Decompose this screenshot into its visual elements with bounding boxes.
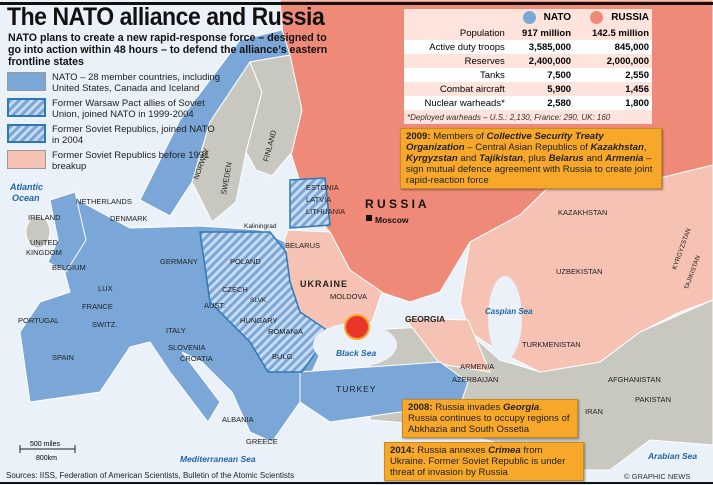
label-spain: SPAIN [52,353,74,362]
credit: © GRAPHIC NEWS [624,472,691,481]
label-black-sea: Black Sea [336,348,376,358]
callout-2009: 2009: Members of Collective Security Tre… [400,128,662,189]
subtitle: NATO plans to create a new rapid-respons… [8,32,328,68]
crimea-marker [344,314,370,340]
label-kazakhstan: KAZAKHSTAN [558,208,607,217]
russia-dot-icon [590,11,604,24]
label-portugal: PORTUGAL [18,316,59,325]
label-moscow: Moscow [375,215,409,225]
label-poland: POLAND [230,257,261,266]
caucasus [403,317,491,373]
label-kaliningrad: Kaliningrad [244,223,277,230]
top-rule [0,2,713,5]
callout-2008: 2008: Russia invades Georgia. Russia con… [402,399,578,438]
label-bulg: BULG. [272,352,295,361]
scale-miles: 500 miles [30,441,60,448]
legend-swatch [7,98,46,117]
label-atlantic: Atlantic [9,182,43,192]
scale-km: 800km [36,455,57,462]
label-armenia: ARMENIA [460,362,494,371]
moscow-marker [366,215,372,221]
table-row: Combat aircraft 5,900 1,456 [439,83,649,95]
label-pakistan: PAKISTAN [635,395,671,404]
label-france: FRANCE [82,302,113,311]
label-atlantic: Ocean [12,193,40,203]
callout-2014: 2014: Russia annexes Crimea from Ukraine… [384,442,584,481]
label-netherlands: NETHERLANDS [76,197,132,206]
label-slvk: SLVK [250,297,267,304]
label-turkey: TURKEY [336,384,376,394]
label-romania: ROMANIA [268,327,303,336]
bottom-rule [0,482,713,484]
label-denmark: DENMARK [110,214,148,223]
label-switz: SWITZ. [92,320,117,329]
label-turkmenistan: TURKMENISTAN [522,340,581,349]
label-estonia: ESTONIA [306,183,339,192]
label-arabian-sea: Arabian Sea [647,451,697,461]
label-russia: R U S S I A [365,197,427,211]
legend-label: Former Soviet Republics before 1991 brea… [52,150,210,172]
table-row: Active duty troops 3,585,000 845,000 [404,40,652,54]
black-sea [313,323,397,367]
label-lithuania: LITHUANIA [306,207,345,216]
label-ireland: IRELAND [28,213,61,222]
label-georgia: GEORGIA [405,314,445,324]
source-note: Sources: IISS, Federation of American Sc… [6,471,295,480]
table-footnote: *Deployed warheads – U.S.: 2,130, France… [407,112,611,122]
label-aust: AUST. [204,301,225,310]
label-mediterranean: Mediterranean Sea [180,454,256,464]
label-slovenia: SLOVENIA [168,343,206,352]
legend-item-warsaw-pact: Former Warsaw Pact allies of Soviet Unio… [7,98,222,124]
legend-item-former-soviet-nato: Former Soviet Republics, joined NATO in … [7,124,222,150]
header-nato: NATO [508,9,574,26]
legend-label: Former Warsaw Pact allies of Soviet Unio… [52,98,205,120]
ireland [25,215,51,249]
table-row: Population 917 million 142.5 million [459,27,649,39]
label-caspian-sea: Caspian Sea [485,307,533,316]
legend-item-nato: NATO – 28 member countries, including Un… [7,72,222,98]
label-belarus: BELARUS [285,241,320,250]
label-latvia: LATVIA [306,195,331,204]
label-afghanistan: AFGHANISTAN [608,375,661,384]
comparison-table: NATO RUSSIA Population 917 million 142.5 m… [404,9,652,124]
label-italy: ITALY [166,326,186,335]
label-croatia: CROATIA [180,354,213,363]
page-title: The NATO alliance and Russia [7,3,325,31]
caspian-sea [488,276,522,360]
label-lux: LUX [98,284,113,293]
header-russia: RUSSIA [574,9,652,26]
nato-dot-icon [522,11,536,24]
baltic-states [289,177,331,229]
legend-swatch [7,72,46,91]
table-row: Tanks 7,500 2,550 [404,68,652,82]
uk [47,191,87,273]
label-ukraine: UKRAINE [300,279,348,289]
label-germany: GERMANY [160,257,198,266]
label-iran: IRAN [585,407,603,416]
legend-label: NATO – 28 member countries, including Un… [52,72,221,94]
finland [245,54,303,177]
label-azerbaijan: AZERBAIJAN [452,375,498,384]
label-uk: UNITED [30,238,59,247]
legend-item-former-soviet: Former Soviet Republics before 1991 brea… [7,150,222,176]
label-greece: GREECE [246,437,278,446]
table-row: Nuclear warheads* 2,580 1,800 [404,96,652,110]
table-header: NATO RUSSIA [404,9,652,26]
label-moldova: MOLDOVA [330,292,367,301]
scale-bar: 500 miles 800km [19,441,76,462]
label-albania: ALBANIA [222,415,254,424]
legend-swatch [7,150,46,169]
label-czech: CZECH [222,285,248,294]
label-hungary: HUNGARY [240,316,277,325]
legend: NATO – 28 member countries, including Un… [7,72,222,176]
table-row: Reserves 2,400,000 2,000,000 [464,55,649,67]
label-belgium: BELGIUM [52,263,86,272]
legend-label: Former Soviet Republics, joined NATO in … [52,124,215,146]
label-uzbekistan: UZBEKISTAN [556,267,603,276]
label-uk: KINGDOM [26,248,62,257]
legend-swatch [7,124,46,143]
